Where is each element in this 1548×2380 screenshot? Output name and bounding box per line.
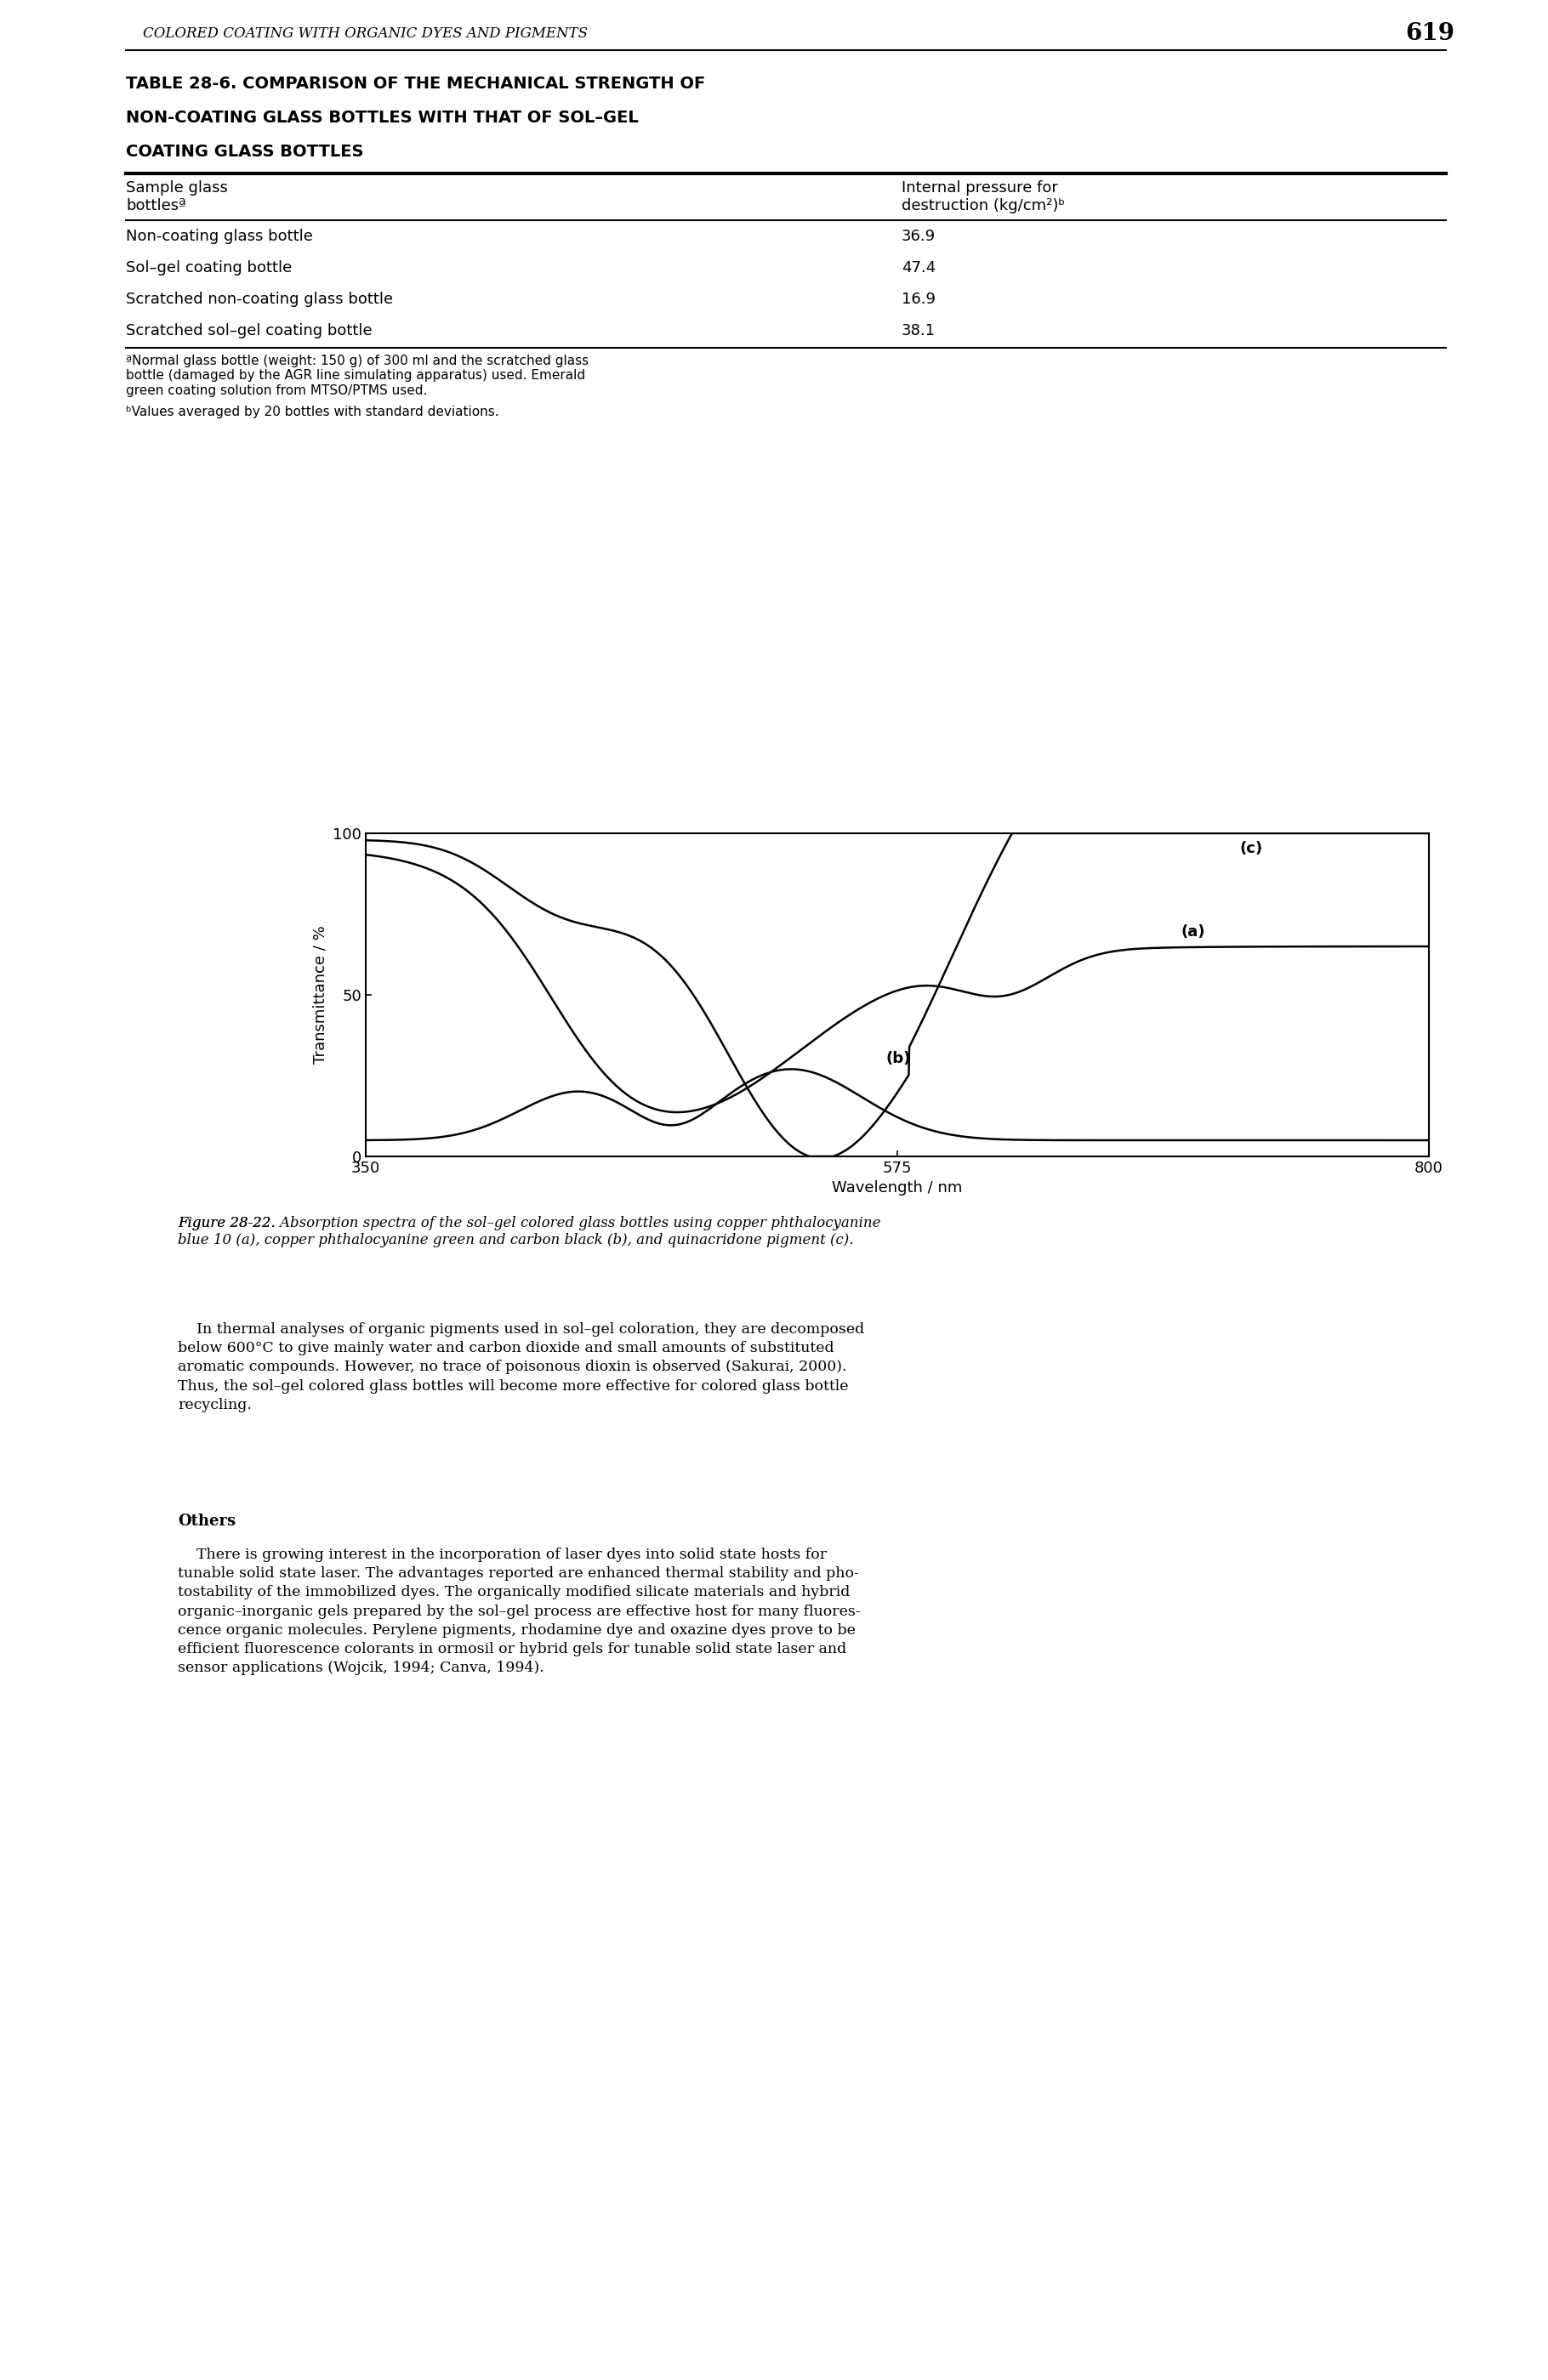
Text: Others: Others: [178, 1514, 235, 1528]
Text: (c): (c): [1240, 840, 1263, 857]
Text: 36.9: 36.9: [901, 228, 935, 245]
Text: Internal pressure for
destruction (kg/cm²)ᵇ: Internal pressure for destruction (kg/cm…: [901, 181, 1065, 214]
Text: 38.1: 38.1: [901, 324, 935, 338]
Text: Scratched non-coating glass bottle: Scratched non-coating glass bottle: [125, 293, 393, 307]
Text: COLORED COATING WITH ORGANIC DYES AND PIGMENTS: COLORED COATING WITH ORGANIC DYES AND PI…: [144, 26, 588, 40]
Text: ᵇValues averaged by 20 bottles with standard deviations.: ᵇValues averaged by 20 bottles with stan…: [125, 405, 498, 419]
Text: (b): (b): [885, 1050, 910, 1066]
Text: 619: 619: [1406, 21, 1455, 45]
Text: ªNormal glass bottle (weight: 150 g) of 300 ml and the scratched glass
bottle (d: ªNormal glass bottle (weight: 150 g) of …: [125, 355, 588, 397]
Text: 16.9: 16.9: [901, 293, 935, 307]
Text: (a): (a): [1181, 923, 1204, 940]
X-axis label: Wavelength / nm: Wavelength / nm: [833, 1180, 963, 1195]
Text: There is growing interest in the incorporation of laser dyes into solid state ho: There is growing interest in the incorpo…: [178, 1547, 861, 1676]
Text: Figure 28-22.: Figure 28-22.: [178, 1216, 280, 1230]
Text: Non-coating glass bottle: Non-coating glass bottle: [125, 228, 313, 245]
Text: NON-COATING GLASS BOTTLES WITH THAT OF SOL–GEL: NON-COATING GLASS BOTTLES WITH THAT OF S…: [125, 109, 638, 126]
Text: COATING GLASS BOTTLES: COATING GLASS BOTTLES: [125, 143, 364, 159]
Text: Figure 28-22. Absorption spectra of the sol–gel colored glass bottles using copp: Figure 28-22. Absorption spectra of the …: [178, 1216, 881, 1247]
Y-axis label: Transmittance / %: Transmittance / %: [313, 926, 328, 1064]
Text: TABLE 28-6. COMPARISON OF THE MECHANICAL STRENGTH OF: TABLE 28-6. COMPARISON OF THE MECHANICAL…: [125, 76, 706, 93]
Text: 47.4: 47.4: [901, 259, 937, 276]
Text: Sample glass
bottlesª: Sample glass bottlesª: [125, 181, 228, 214]
Text: Scratched sol–gel coating bottle: Scratched sol–gel coating bottle: [125, 324, 372, 338]
Text: In thermal analyses of organic pigments used in sol–gel coloration, they are dec: In thermal analyses of organic pigments …: [178, 1323, 865, 1411]
Text: Sol–gel coating bottle: Sol–gel coating bottle: [125, 259, 293, 276]
